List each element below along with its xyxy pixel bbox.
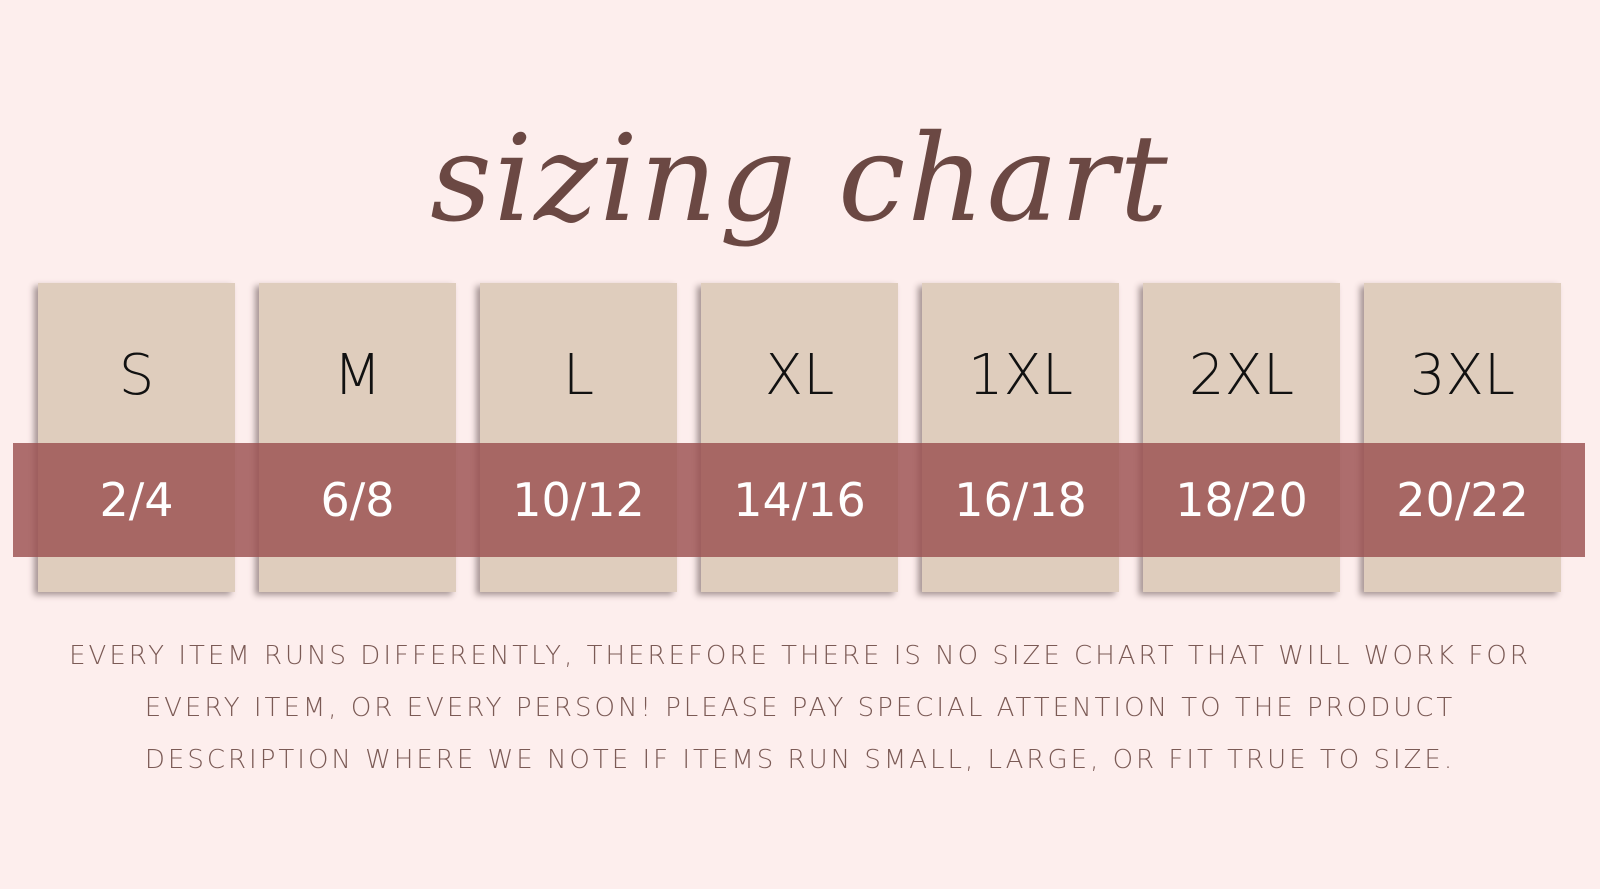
us-size-value: 2/4 xyxy=(99,473,174,527)
size-label: M xyxy=(333,343,382,408)
us-size-band xyxy=(13,443,1585,557)
page-title: sizing chart xyxy=(430,110,1170,249)
sizing-note: EVERY ITEM RUNS DIFFERENTLY, THEREFORE T… xyxy=(69,641,1531,775)
size-label: XL xyxy=(764,343,835,408)
size-label: L xyxy=(562,343,595,408)
us-size-value: 14/16 xyxy=(733,473,866,527)
size-label: 3XL xyxy=(1409,343,1516,408)
us-size-value: 16/18 xyxy=(954,473,1087,527)
us-size-value: 20/22 xyxy=(1396,473,1529,527)
us-size-value: 10/12 xyxy=(512,473,645,527)
size-label: S xyxy=(118,343,155,408)
us-size-value: 18/20 xyxy=(1175,473,1308,527)
size-label: 2XL xyxy=(1188,343,1295,408)
size-label: 1XL xyxy=(967,343,1074,408)
us-size-value: 6/8 xyxy=(320,473,395,527)
